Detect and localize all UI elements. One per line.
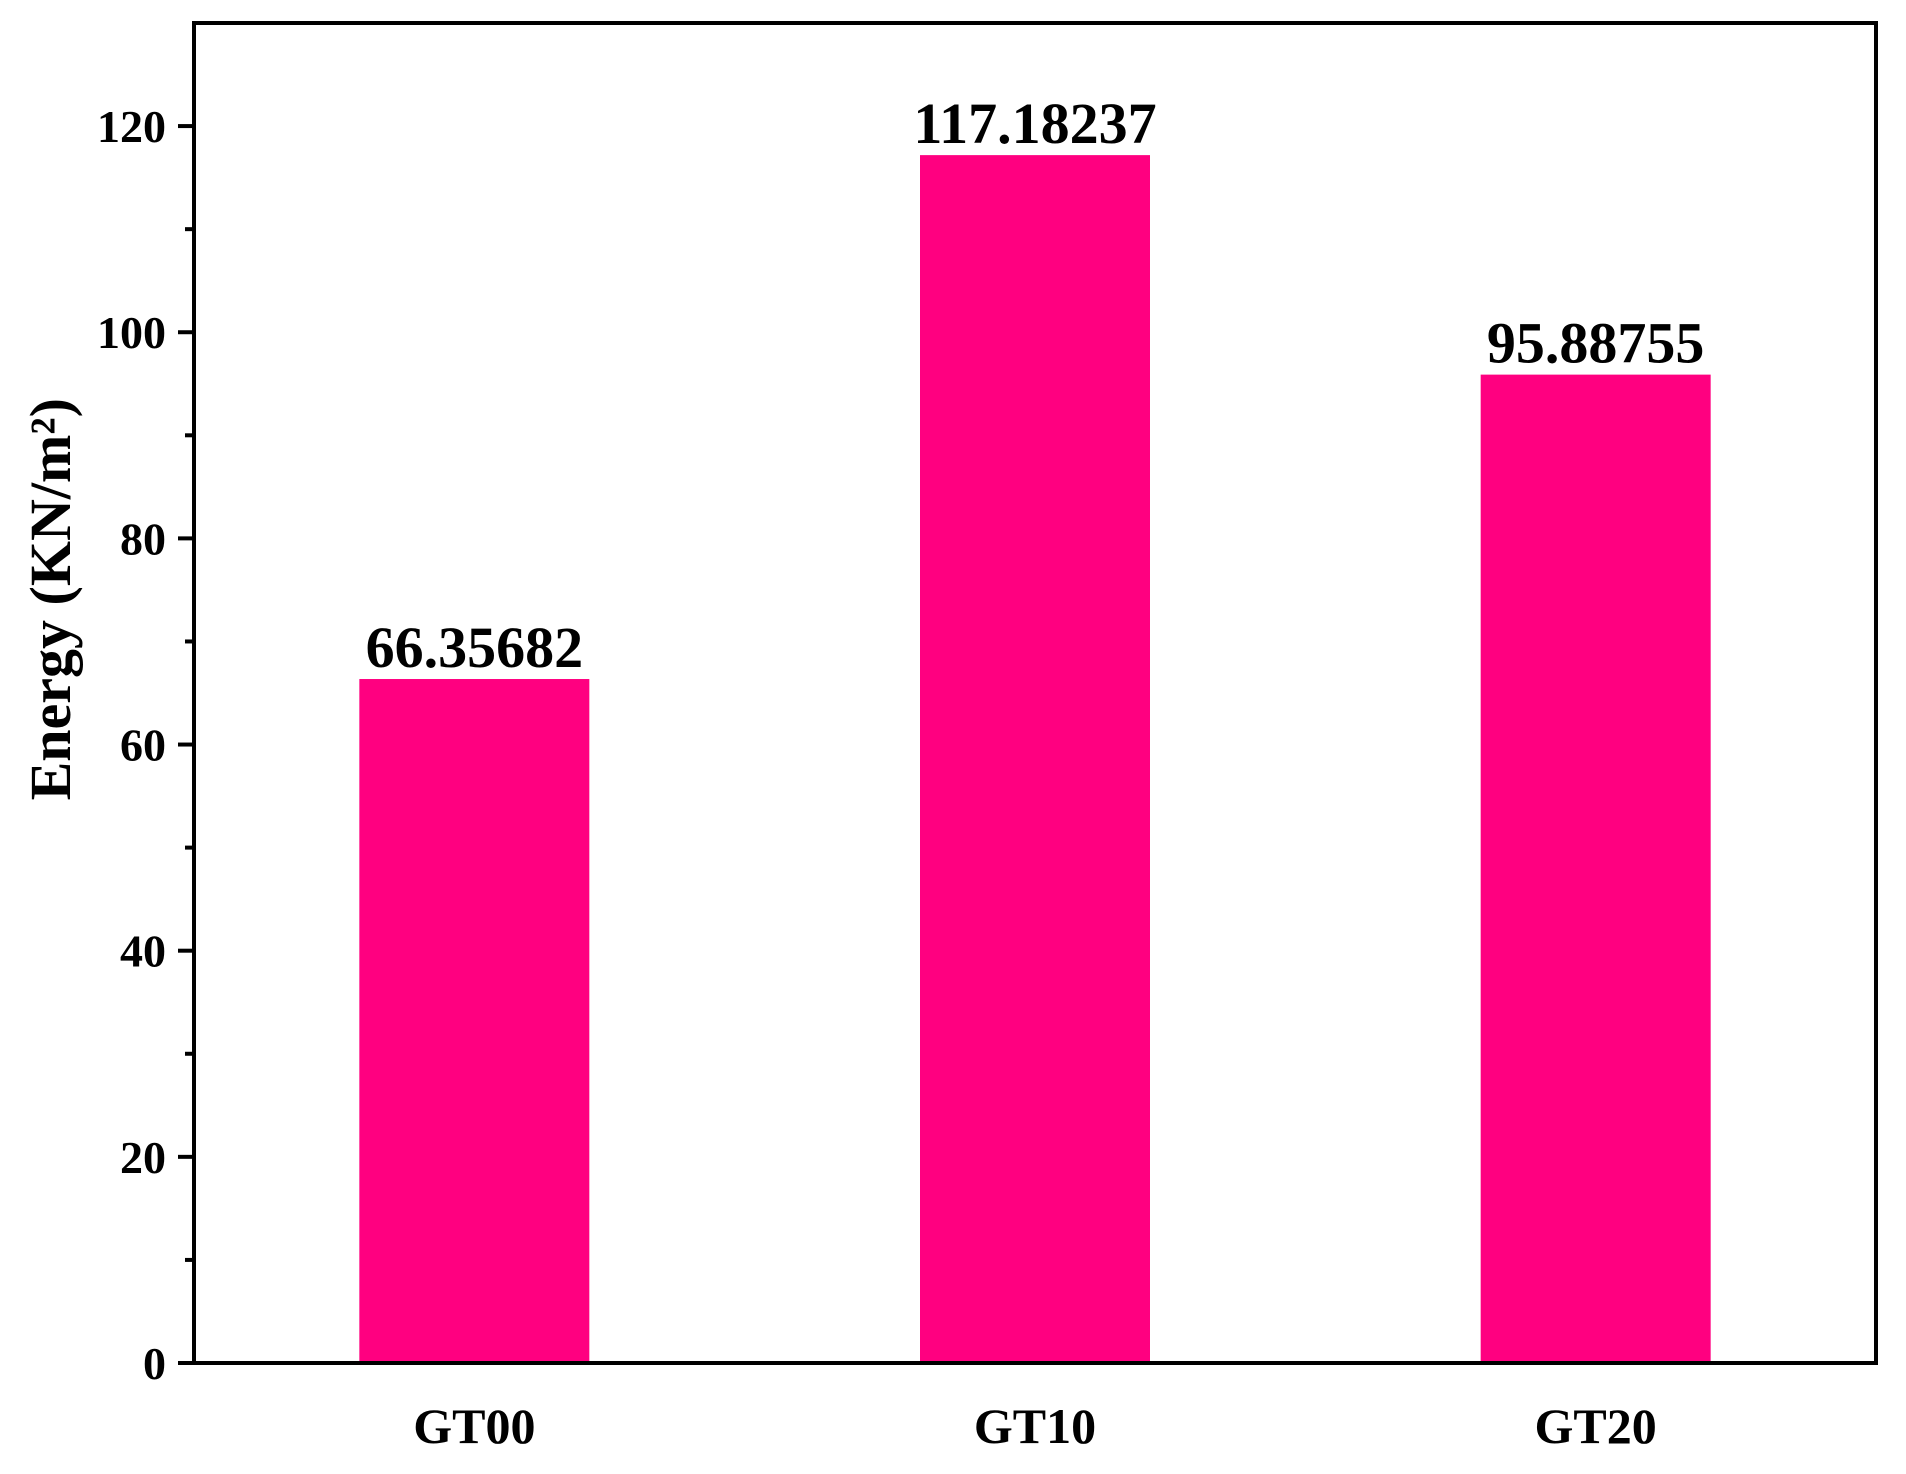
data-label-gt20: 95.88755 <box>1487 311 1705 376</box>
bar-gt10 <box>920 155 1150 1363</box>
axes-layer <box>178 21 1878 1365</box>
x-tick-label-gt00: GT00 <box>413 1398 535 1454</box>
y-tick-label: 100 <box>97 307 166 358</box>
data-label-gt00: 66.35682 <box>366 615 584 680</box>
y-tick-label: 0 <box>143 1338 166 1389</box>
y-tick-label: 60 <box>120 720 166 771</box>
y-tick-label: 20 <box>120 1132 166 1183</box>
labels-layer: 66.35682 GT00 117.18237 GT10 95.88755 GT20 0 20… <box>97 91 1704 1454</box>
bars-layer <box>359 155 1711 1364</box>
data-label-gt10: 117.18237 <box>913 91 1156 156</box>
x-tick-label-gt20: GT20 <box>1535 1398 1657 1454</box>
plot-frame <box>192 21 1878 1365</box>
x-tick-label-gt10: GT10 <box>974 1398 1096 1454</box>
y-tick-label: 80 <box>120 513 166 564</box>
y-tick-label: 120 <box>97 101 166 152</box>
bar-gt20 <box>1480 374 1711 1364</box>
y-tick-label: 40 <box>120 926 166 977</box>
y-axis-title: Energy (KN/m²) <box>18 398 83 800</box>
bar-gt00 <box>359 679 590 1363</box>
